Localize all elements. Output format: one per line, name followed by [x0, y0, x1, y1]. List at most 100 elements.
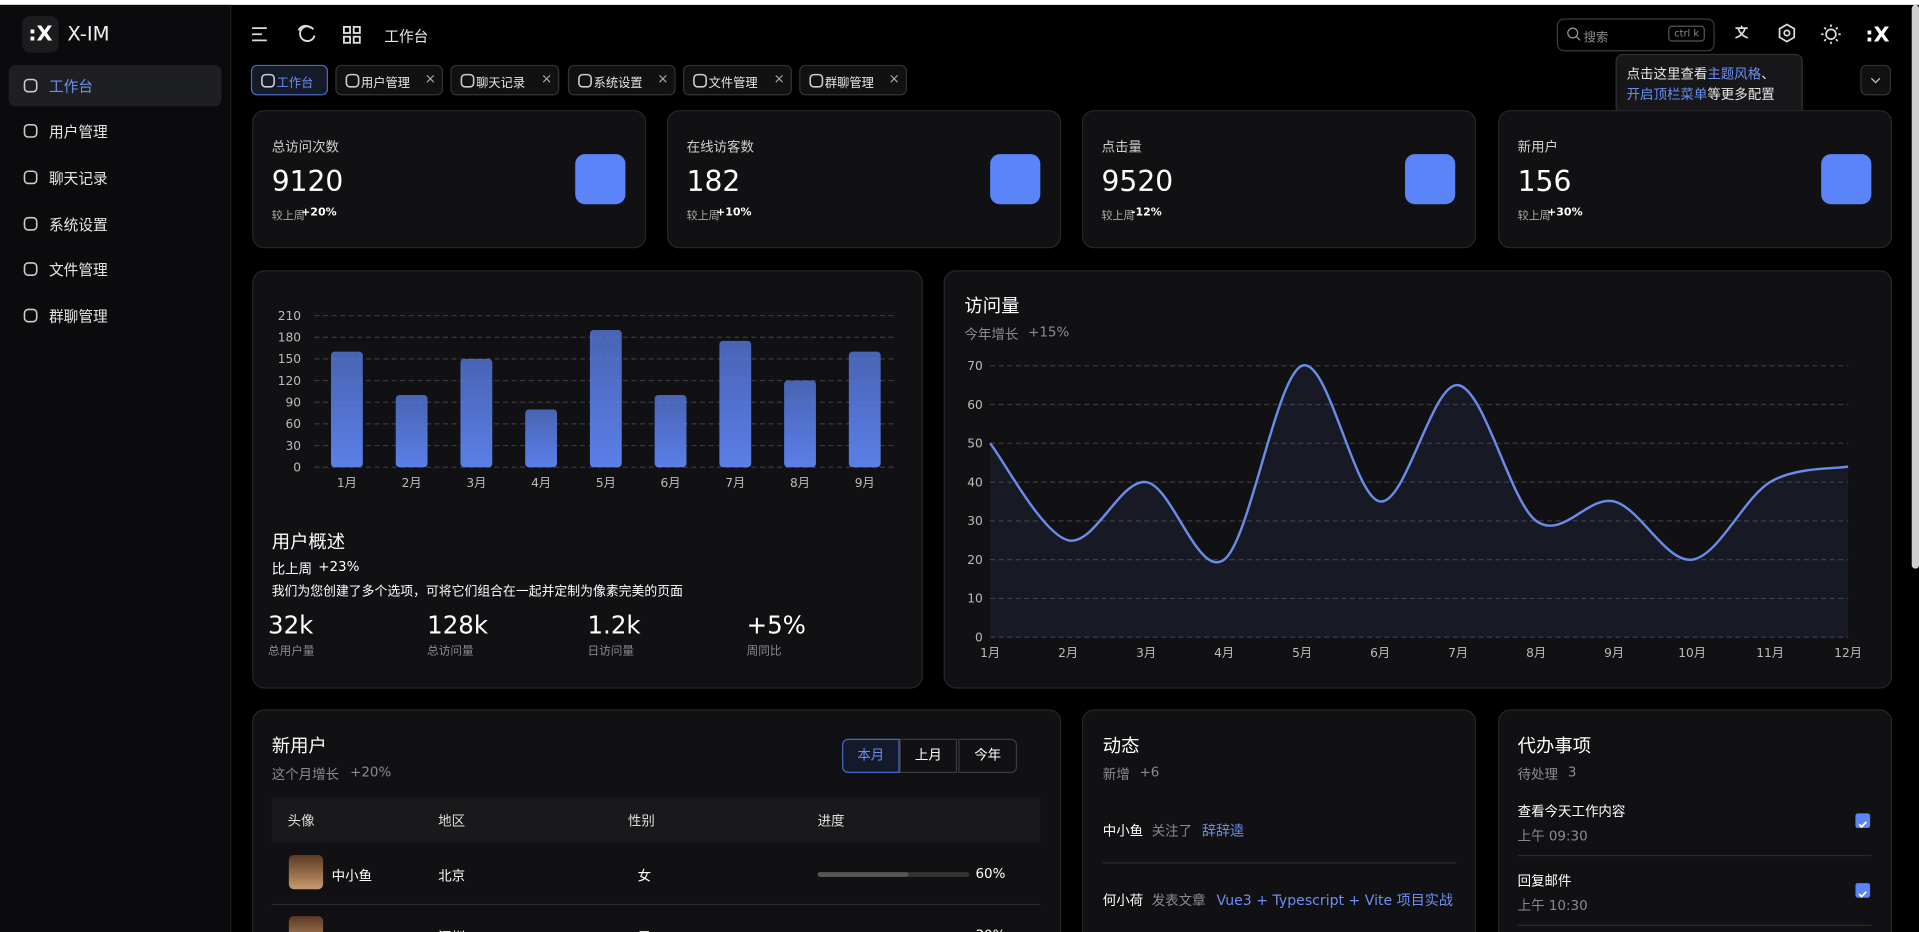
activity-target[interactable]: 辞辞逵 [1201, 821, 1245, 840]
top-strip [0, 0, 1919, 5]
metric-label: 总用户量 [268, 644, 315, 659]
shortcut: ctrl k [1668, 25, 1706, 42]
menu-icon [261, 73, 275, 88]
table-header [271, 797, 1041, 843]
column-header: 头像 [287, 813, 315, 830]
bar [525, 409, 558, 468]
y-tick-label: 10 [967, 592, 983, 606]
tooltip-text: 、 [1761, 66, 1775, 82]
tab-label: 聊天记录 [476, 77, 526, 91]
filter-button[interactable]: 本月 [842, 738, 900, 773]
avatar [288, 916, 324, 932]
stat-compare: 较上周 [1101, 210, 1135, 223]
column-header: 性别 [627, 813, 655, 830]
todo-title: 代办事项 [1517, 735, 1592, 758]
x-tick-label: 8月 [790, 476, 810, 490]
tabs-dropdown[interactable] [1860, 64, 1891, 96]
icon-shape [23, 123, 38, 138]
metric-value: 32k [268, 610, 314, 640]
icon-shape [23, 262, 38, 276]
logo-icon: :X [22, 15, 59, 53]
scrollbar [1911, 4, 1919, 569]
x-tick-label: 2月 [402, 476, 422, 490]
metric-value: 1.2k [587, 610, 641, 640]
user-name: 中小鱼 [331, 868, 373, 885]
y-tick-label: 180 [278, 331, 301, 345]
tab[interactable] [250, 64, 329, 96]
tooltip: 点击这里查看主题风格、 开启顶栏菜单等更多配置 [1615, 53, 1803, 117]
divider [1517, 924, 1872, 926]
progress-bar [817, 872, 909, 877]
icon-shape [693, 73, 707, 88]
tooltip-link[interactable]: 主题风格 [1707, 66, 1762, 82]
menu-icon [693, 73, 707, 88]
tooltip-link[interactable]: 开启顶栏菜单 [1626, 86, 1708, 103]
tab[interactable] [682, 64, 792, 96]
menu-item[interactable]: 工作台 [48, 78, 94, 96]
tooltip-text: 点击这里查看 [1626, 66, 1708, 82]
menu-icon [23, 308, 38, 323]
stat-title: 新用户 [1517, 139, 1559, 156]
y-tick-label: 60 [286, 417, 302, 431]
tab-close[interactable]: × [540, 70, 553, 87]
menu-icon [23, 262, 38, 276]
menu-item[interactable]: 聊天记录 [48, 170, 108, 188]
stat-icon [1821, 154, 1872, 205]
breadcrumb: 工作台 [384, 28, 429, 46]
y-tick-label: 210 [278, 309, 301, 323]
menu-item[interactable]: 用户管理 [48, 123, 108, 141]
x-tick-label: 12月 [1834, 646, 1862, 660]
tab[interactable] [335, 64, 444, 96]
y-tick-label: 30 [967, 514, 983, 528]
stat-value: 9520 [1101, 166, 1174, 199]
tab-close[interactable]: × [424, 70, 436, 87]
tab[interactable] [567, 64, 676, 96]
tab-close[interactable]: × [773, 70, 785, 87]
activity-target[interactable]: Vue3 + Typescript + Vite 项目实战 [1216, 891, 1453, 909]
menu-item[interactable]: 文件管理 [48, 261, 108, 279]
y-tick-label: 30 [286, 439, 302, 453]
bar-card [252, 270, 923, 689]
tab[interactable] [450, 64, 560, 96]
tab-close[interactable]: × [657, 70, 669, 87]
line-change: +15% [1028, 324, 1070, 341]
sidebar [0, 4, 232, 932]
icon-shape [578, 73, 592, 88]
logo-text: X-IM [67, 22, 110, 46]
tab-close[interactable]: × [888, 70, 900, 87]
filter-button[interactable]: 上月 [899, 738, 958, 773]
new-users-subtitle: 这个月增长 [271, 766, 340, 783]
stat-change: +20% [301, 206, 337, 219]
x-tick-label: 4月 [531, 476, 551, 490]
menu-item[interactable]: 系统设置 [48, 216, 108, 234]
activity-card [1081, 709, 1477, 932]
x-tick-label: 10月 [1678, 646, 1706, 660]
metric-value: +5% [746, 610, 806, 640]
activity-subtitle: 新增 [1102, 766, 1130, 783]
x-tick-label: 9月 [855, 476, 875, 490]
filter-button[interactable]: 今年 [958, 738, 1018, 773]
checkbox[interactable] [1855, 813, 1871, 829]
line-card [943, 270, 1893, 689]
overview-change: +23% [318, 558, 360, 575]
checkbox[interactable] [1855, 883, 1871, 898]
todo-time: 上午 10:30 [1517, 897, 1588, 914]
menu-icon [23, 216, 38, 231]
y-tick-label: 0 [293, 461, 301, 475]
menu-icon [23, 170, 38, 185]
y-tick-label: 90 [286, 396, 302, 410]
stat-icon [575, 154, 626, 205]
tab[interactable] [799, 64, 907, 96]
search-placeholder: 搜索 [1583, 31, 1609, 46]
row-border [271, 903, 1041, 906]
icon-shape [460, 73, 475, 88]
activity-change: +6 [1139, 764, 1160, 781]
bar [330, 351, 363, 468]
x-tick-label: 1月 [337, 476, 357, 490]
bar [589, 330, 622, 468]
search-box[interactable] [1556, 18, 1715, 52]
region: 深圳 [438, 927, 465, 932]
tab-label: 群聊管理 [824, 77, 874, 91]
menu-item[interactable]: 群聊管理 [48, 308, 108, 326]
